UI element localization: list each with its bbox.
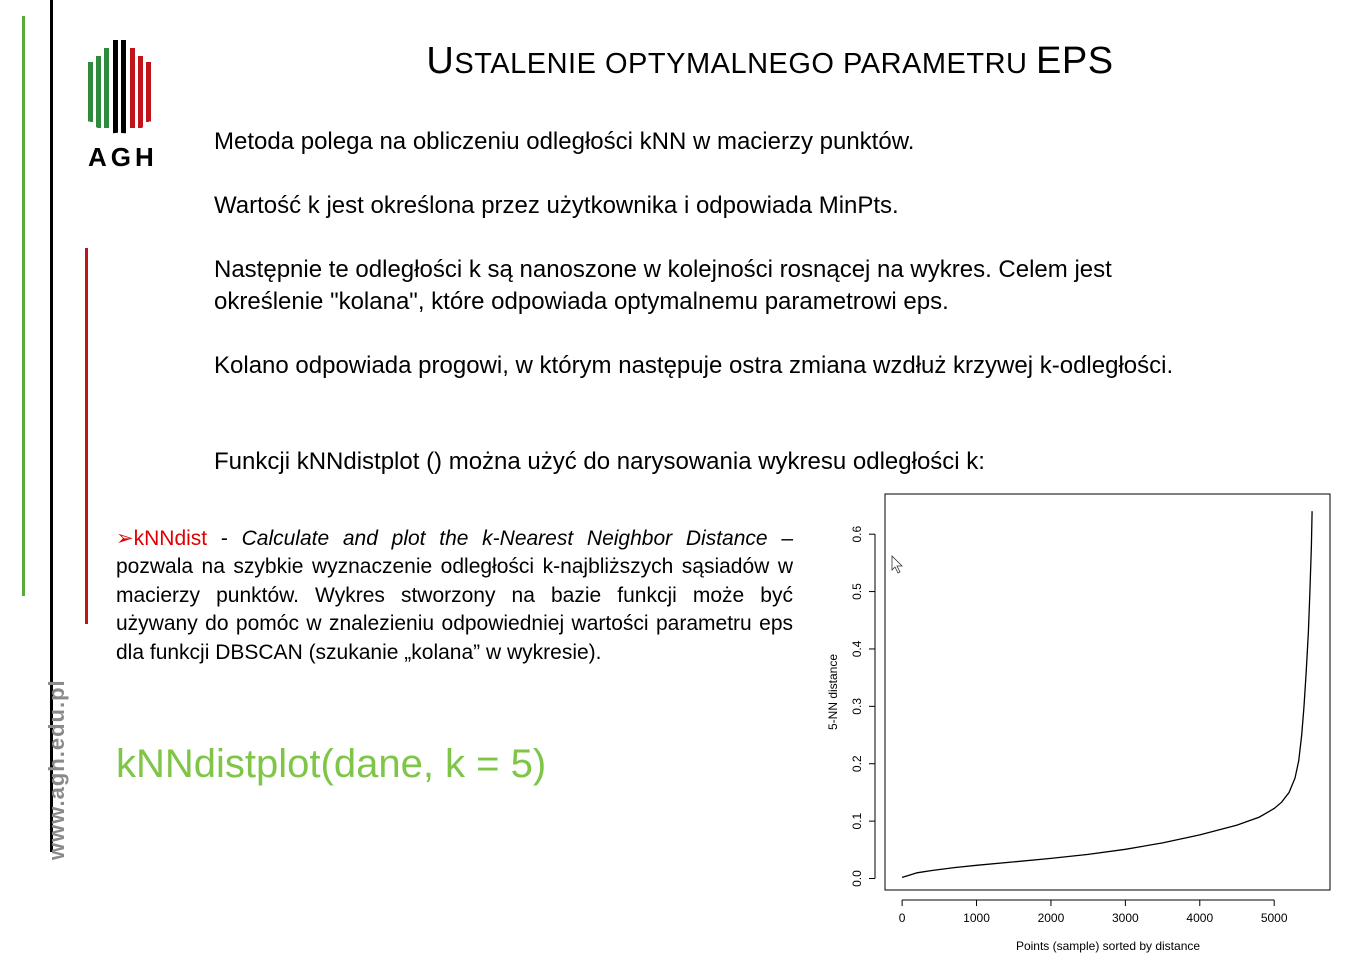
plot-frame bbox=[884, 493, 1331, 891]
paragraph-2: Wartość k jest określona przez użytkowni… bbox=[214, 192, 899, 219]
y-tick-label: 0.5 bbox=[850, 583, 864, 600]
slide-title: USTALENIE OPTYMALNEGO PARAMETRU EPS bbox=[380, 40, 1160, 83]
x-tick-label: 0 bbox=[899, 911, 906, 925]
bullet-separator: - bbox=[207, 527, 242, 550]
function-italic-desc: Calculate and plot the k-Nearest Neighbo… bbox=[241, 527, 768, 550]
website-url: www.agh.edu.pl bbox=[44, 679, 69, 860]
x-tick-label: 4000 bbox=[1186, 911, 1213, 925]
y-tick-label: 0.4 bbox=[850, 640, 864, 657]
paragraph-5: Funkcji kNNdistplot () można użyć do nar… bbox=[214, 448, 985, 475]
function-description: – pozwala na szybkie wyznaczenie odległo… bbox=[116, 527, 794, 664]
bullet-marker-icon: ➢ bbox=[116, 527, 134, 550]
title-cap-1: U bbox=[426, 40, 455, 82]
y-tick-label: 0.6 bbox=[850, 526, 864, 543]
y-tick-label: 0.0 bbox=[850, 870, 864, 887]
green-side-line bbox=[22, 16, 25, 596]
code-example: kNNdistplot(dane, k = 5) bbox=[116, 742, 547, 786]
red-side-line bbox=[85, 248, 88, 624]
x-tick-label: 2000 bbox=[1038, 911, 1065, 925]
mouse-cursor-icon bbox=[891, 555, 903, 574]
agh-logo-mark-icon bbox=[86, 40, 153, 137]
kNNdist-description: ➢kNNdist - Calculate and plot the k-Near… bbox=[116, 525, 793, 667]
x-tick-label: 1000 bbox=[963, 911, 990, 925]
paragraph-1: Metoda polega na obliczeniu odległości k… bbox=[214, 128, 915, 155]
y-tick-label: 0.1 bbox=[850, 812, 864, 829]
y-tick-label: 0.2 bbox=[850, 755, 864, 772]
x-tick-label: 5000 bbox=[1261, 911, 1288, 925]
series-line-5nn bbox=[901, 511, 1313, 879]
y-axis: 0.0 0.1 0.2 0.3 0.4 0.5 0.6 bbox=[850, 526, 876, 887]
title-rest: STALENIE OPTYMALNEGO PARAMETRU bbox=[454, 48, 1037, 80]
paragraph-3: Następnie te odległości k są nanoszone w… bbox=[214, 256, 1112, 315]
x-axis: 0 1000 2000 3000 4000 5000 bbox=[899, 899, 1288, 925]
paragraph-4: Kolano odpowiada progowi, w którym nastę… bbox=[214, 352, 1174, 379]
knn-distance-chart: 0 1000 2000 3000 4000 5000 0.0 0.1 0.2 0.3 0.4 0.5… bbox=[826, 493, 1331, 953]
function-name: kNNdist bbox=[133, 527, 208, 550]
title-cap-2: EPS bbox=[1036, 40, 1114, 82]
y-axis-label: 5-NN distance bbox=[826, 654, 840, 730]
logo-text: AGH bbox=[88, 142, 158, 172]
agh-logo bbox=[86, 38, 156, 138]
x-tick-label: 3000 bbox=[1112, 911, 1139, 925]
y-tick-label: 0.3 bbox=[850, 698, 864, 715]
x-axis-label: Points (sample) sorted by distance bbox=[1016, 939, 1200, 953]
black-side-line bbox=[50, 0, 53, 852]
